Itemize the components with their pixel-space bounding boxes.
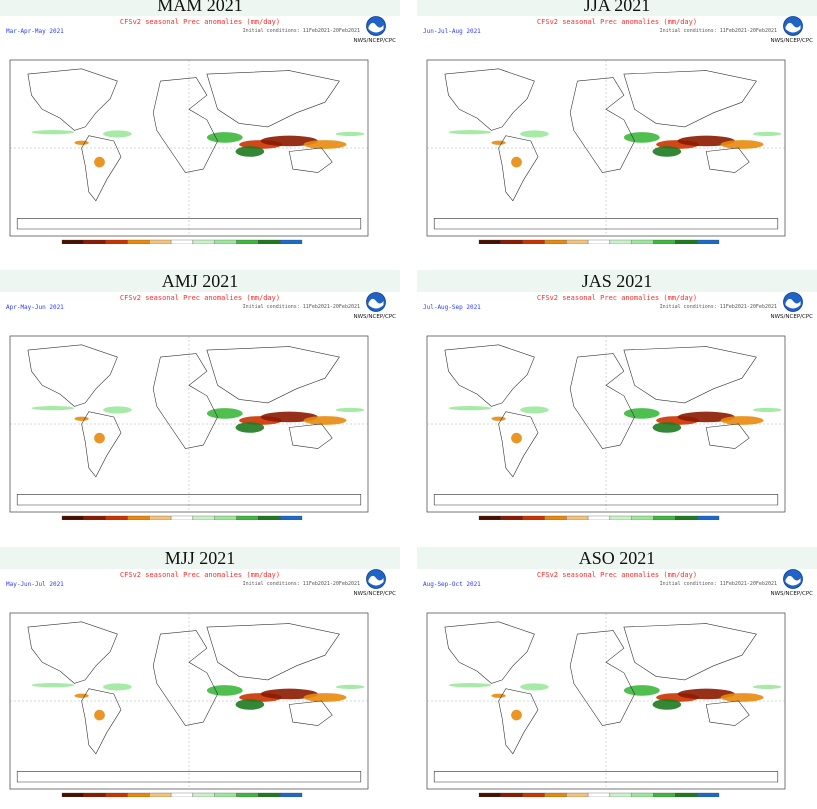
initial-conditions: Initial conditions: 11Feb2021-20Feb2021 — [659, 304, 777, 310]
map-svg — [426, 612, 786, 797]
noaa-logo-icon — [783, 16, 803, 36]
initial-conditions: Initial conditions: 11Feb2021-20Feb2021 — [242, 28, 360, 34]
forecast-figure: CFSv2 seasonal Prec anomalies (mm/day) A… — [0, 292, 400, 520]
forecast-figure: CFSv2 seasonal Prec anomalies (mm/day) A… — [417, 569, 817, 797]
map-svg — [426, 335, 786, 520]
panel-season-title: MJJ 2021 — [0, 547, 400, 571]
org-label: NWS/NCEP/CPC — [353, 38, 397, 44]
figure-title: CFSv2 seasonal Prec anomalies (mm/day) — [536, 294, 698, 302]
forecast-figure: CFSv2 seasonal Prec anomalies (mm/day) J… — [417, 16, 817, 244]
figure-title: CFSv2 seasonal Prec anomalies (mm/day) — [119, 571, 281, 579]
noaa-logo-icon — [366, 292, 386, 312]
noaa-logo-icon — [783, 292, 803, 312]
noaa-logo-icon — [366, 16, 386, 36]
panel-jas: JAS 2021 CFSv2 seasonal Prec anomalies (… — [417, 270, 817, 532]
figure-period: Aug-Sep-Oct 2021 — [423, 581, 481, 588]
noaa-logo-icon — [783, 569, 803, 589]
figure-period: Jul-Aug-Sep 2021 — [423, 304, 481, 311]
map-svg — [9, 59, 369, 244]
forecast-figure: CFSv2 seasonal Prec anomalies (mm/day) J… — [417, 292, 817, 520]
noaa-logo-icon — [366, 569, 386, 589]
panel-mam: MAM 2021 CFSv2 seasonal Prec anomalies (… — [0, 0, 400, 256]
figure-period: Apr-May-Jun 2021 — [6, 304, 64, 311]
initial-conditions: Initial conditions: 11Feb2021-20Feb2021 — [659, 28, 777, 34]
map-svg — [426, 59, 786, 244]
initial-conditions: Initial conditions: 11Feb2021-20Feb2021 — [242, 581, 360, 587]
panel-amj: AMJ 2021 CFSv2 seasonal Prec anomalies (… — [0, 270, 400, 532]
panel-season-title: ASO 2021 — [417, 547, 817, 571]
panel-jja: JJA 2021 CFSv2 seasonal Prec anomalies (… — [417, 0, 817, 256]
figure-period: May-Jun-Jul 2021 — [6, 581, 64, 588]
figure-period: Mar-Apr-May 2021 — [6, 28, 64, 35]
figure-title: CFSv2 seasonal Prec anomalies (mm/day) — [119, 18, 281, 26]
forecast-figure: CFSv2 seasonal Prec anomalies (mm/day) M… — [0, 569, 400, 797]
forecast-figure: CFSv2 seasonal Prec anomalies (mm/day) M… — [0, 16, 400, 244]
initial-conditions: Initial conditions: 11Feb2021-20Feb2021 — [659, 581, 777, 587]
map-svg — [9, 335, 369, 520]
org-label: NWS/NCEP/CPC — [770, 591, 814, 597]
figure-period: Jun-Jul-Aug 2021 — [423, 28, 481, 35]
org-label: NWS/NCEP/CPC — [770, 38, 814, 44]
figure-title: CFSv2 seasonal Prec anomalies (mm/day) — [536, 18, 698, 26]
panel-season-title: MAM 2021 — [0, 0, 400, 18]
panel-mjj: MJJ 2021 CFSv2 seasonal Prec anomalies (… — [0, 547, 400, 809]
panel-season-title: JJA 2021 — [417, 0, 817, 18]
panel-aso: ASO 2021 CFSv2 seasonal Prec anomalies (… — [417, 547, 817, 809]
initial-conditions: Initial conditions: 11Feb2021-20Feb2021 — [242, 304, 360, 310]
panel-season-title: AMJ 2021 — [0, 270, 400, 294]
figure-title: CFSv2 seasonal Prec anomalies (mm/day) — [119, 294, 281, 302]
org-label: NWS/NCEP/CPC — [353, 591, 397, 597]
org-label: NWS/NCEP/CPC — [353, 314, 397, 320]
panel-season-title: JAS 2021 — [417, 270, 817, 294]
figure-title: CFSv2 seasonal Prec anomalies (mm/day) — [536, 571, 698, 579]
map-svg — [9, 612, 369, 797]
org-label: NWS/NCEP/CPC — [770, 314, 814, 320]
